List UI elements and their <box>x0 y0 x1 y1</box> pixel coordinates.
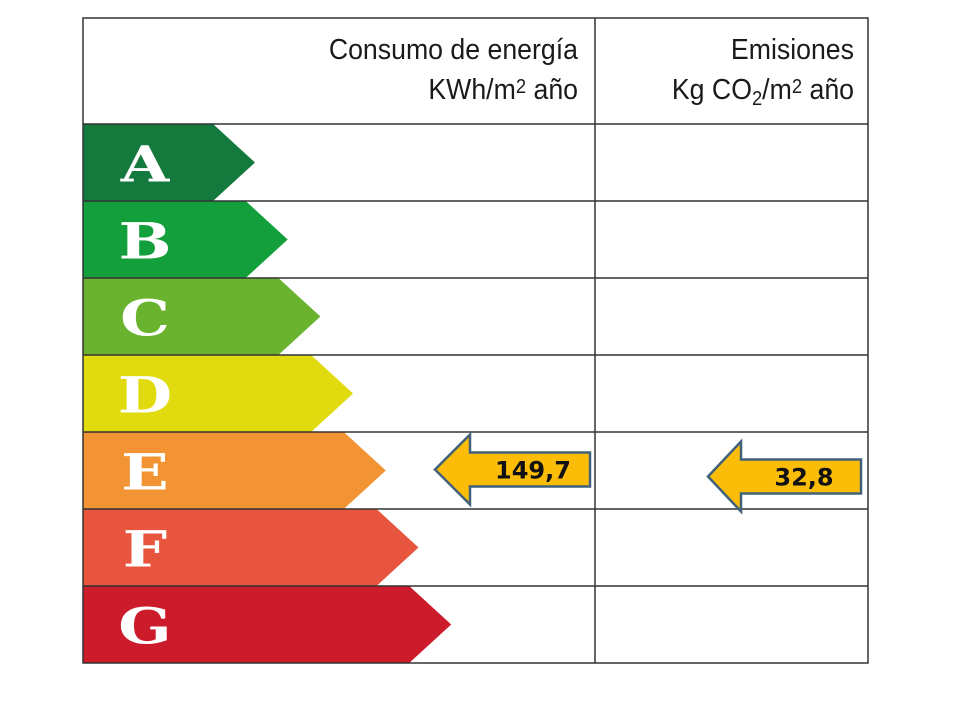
emissions-unit: Kg CO2/m2 año <box>671 74 854 110</box>
class-letter-e: E <box>121 444 169 502</box>
class-letter-b: B <box>119 213 172 271</box>
class-bar-g <box>83 586 452 663</box>
emissions-arrow: 32,8 <box>706 438 863 515</box>
class-bar-c <box>83 278 321 355</box>
consumption-header: Consumo de energía KWh/m2 año <box>210 30 578 110</box>
class-letter-a: A <box>120 136 171 194</box>
class-letter-d: D <box>118 367 172 425</box>
class-bar-d <box>83 355 354 432</box>
class-bar-a <box>83 124 255 201</box>
consumption-title: Consumo de energía <box>328 34 578 66</box>
emissions-header: Emisiones Kg CO2/m2 año <box>596 30 854 110</box>
class-bar-e <box>83 432 386 509</box>
emissions-title: Emisiones <box>730 34 854 66</box>
emissions-arrow-value: 32,8 <box>774 464 833 492</box>
class-bar-f <box>83 509 419 586</box>
class-bar-b <box>83 201 288 278</box>
consumption-arrow-shape <box>433 431 592 508</box>
emissions-arrow-shape <box>706 438 863 515</box>
consumption-arrow: 149,7 <box>433 431 592 508</box>
class-letter-c: C <box>120 290 170 348</box>
label-border <box>82 17 869 664</box>
consumption-arrow-value: 149,7 <box>495 457 571 485</box>
class-letter-g: G <box>118 598 171 656</box>
consumption-unit: KWh/m2 año <box>428 74 578 106</box>
class-letter-f: F <box>123 521 167 579</box>
